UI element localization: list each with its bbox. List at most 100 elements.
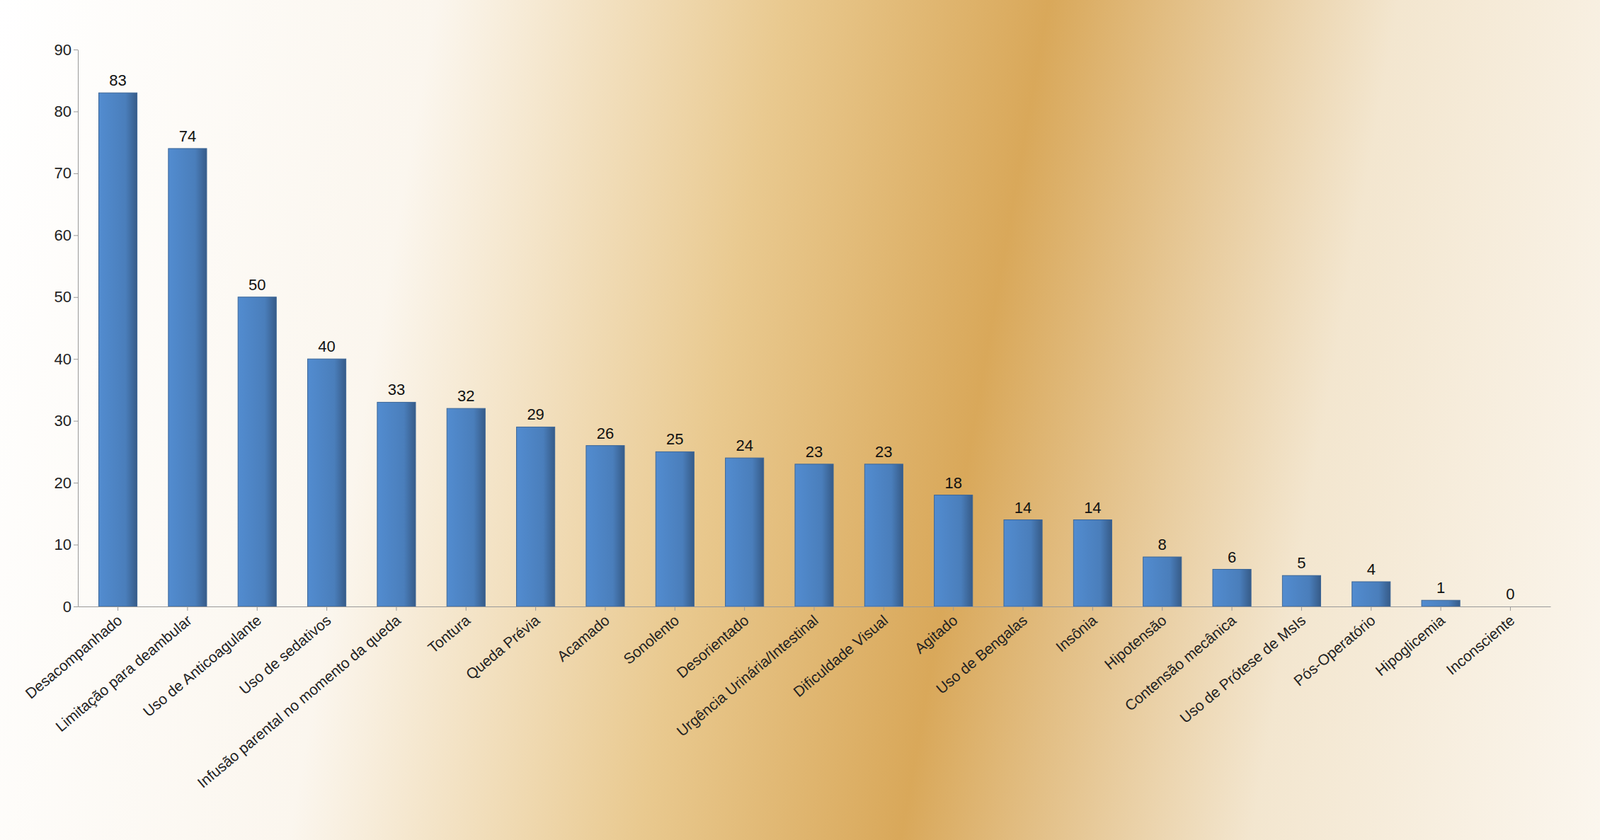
bar (99, 92, 138, 607)
x-tick-mark (256, 606, 258, 611)
x-tick: Uso de Bengalas (933, 606, 1031, 698)
bar (725, 458, 764, 607)
x-tick: Queda Prévia (462, 606, 543, 684)
data-label: 5 (1296, 554, 1306, 573)
y-tick: 60 (54, 226, 78, 245)
bar (864, 464, 903, 607)
y-axis: 0 10 20 30 40 50 60 70 80 90 (54, 41, 79, 616)
x-tick-label: Uso de Prótese de MsIs (1176, 611, 1309, 727)
y-tick-label: 10 (54, 535, 72, 554)
y-tick: 90 (54, 41, 78, 59)
x-tick: Tontura (424, 606, 474, 657)
bar (1073, 520, 1112, 607)
x-tick-label: Sonolento (620, 611, 682, 667)
x-tick-mark (1023, 606, 1024, 611)
y-tick-mark (73, 297, 78, 299)
x-tick-label: Insônia (1052, 611, 1101, 655)
data-label: 4 (1367, 560, 1376, 579)
x-tick-mark (1231, 606, 1233, 611)
y-tick-label: 20 (54, 474, 72, 493)
x-tick-mark (117, 606, 119, 611)
data-label: 1 (1436, 579, 1445, 597)
bar (377, 402, 416, 607)
x-tick-label: Uso de Bengalas (933, 611, 1031, 697)
x-tick: Hipotensão (1101, 606, 1170, 673)
x-tick-mark (1301, 606, 1302, 611)
y-tick: 10 (54, 535, 78, 554)
y-tick-mark (73, 49, 78, 51)
x-tick-label: Acamado (553, 611, 613, 665)
bar (1212, 569, 1251, 607)
bar (586, 446, 625, 607)
y-tick-label: 80 (54, 102, 72, 121)
y-tick-mark (73, 482, 78, 484)
x-tick: Uso de Prótese de MsIs (1176, 606, 1309, 727)
y-tick-label: 90 (54, 41, 72, 59)
data-label: 6 (1227, 548, 1237, 567)
x-tick-mark (1161, 606, 1163, 611)
x-tick-mark (952, 606, 954, 611)
data-label: 32 (457, 387, 475, 405)
bar (1490, 606, 1530, 608)
y-tick-label: 30 (54, 412, 72, 430)
bars (99, 92, 1461, 607)
x-tick-mark (535, 606, 536, 611)
x-tick-mark (744, 606, 745, 611)
y-tick-label: 60 (54, 226, 72, 245)
bar (934, 495, 973, 607)
x-tick-label: Contensão mecânica (1121, 611, 1239, 715)
y-tick-mark (73, 358, 78, 360)
x-tick: Infusão parental no momento da queda (193, 606, 404, 792)
data-label: 14 (1014, 499, 1032, 517)
x-tick: Sonolento (620, 606, 682, 668)
x-tick: Limitação para deambular (52, 606, 195, 735)
x-tick: Pós-Operatório (1290, 606, 1379, 690)
x-tick: Urgência Urinária/Intestinal (673, 606, 822, 740)
data-label: 0 (1505, 585, 1515, 604)
data-label: 50 (248, 276, 266, 294)
data-label: 24 (735, 436, 753, 455)
bar (1143, 557, 1182, 607)
bar (1282, 575, 1321, 607)
x-tick: Inconsciente (1442, 606, 1518, 679)
y-tick-mark (73, 111, 78, 112)
data-label: 83 (109, 71, 127, 90)
x-tick-label: Urgência Urinária/Intestinal (673, 611, 822, 740)
data-label: 26 (596, 424, 614, 443)
y-tick-mark (73, 606, 78, 608)
y-tick-label: 40 (54, 350, 72, 369)
bar (446, 408, 485, 607)
y-tick-mark (73, 421, 78, 422)
x-tick: Hipoglicemia (1372, 606, 1448, 679)
y-tick: 50 (54, 288, 78, 306)
bar (168, 148, 207, 607)
x-axis: DesacompanhadoLimitação para deambularUs… (21, 606, 1551, 792)
x-tick-mark (883, 606, 885, 611)
y-tick-mark (73, 235, 78, 236)
x-tick-mark (814, 606, 815, 611)
y-tick: 80 (54, 102, 78, 121)
x-tick-label: Hipoglicemia (1372, 611, 1448, 679)
x-tick: Agitado (911, 606, 960, 657)
y-tick: 0 (63, 598, 78, 616)
x-tick: Acamado (553, 606, 613, 665)
x-tick-mark (1092, 606, 1094, 611)
x-tick-mark (186, 606, 188, 611)
x-tick-mark (674, 606, 676, 611)
x-tick-mark (1370, 606, 1372, 611)
y-tick: 70 (54, 164, 78, 182)
y-tick-label: 50 (54, 288, 72, 306)
x-tick-label: Tontura (424, 611, 474, 657)
x-tick-mark (395, 606, 397, 611)
x-tick: Dificuldade Visual (790, 606, 891, 701)
x-tick: Insônia (1052, 606, 1101, 656)
x-tick-label: Pós-Operatório (1290, 611, 1379, 689)
y-axis-line (77, 50, 79, 608)
data-label: 40 (317, 337, 335, 356)
plot: 0102030405060708090DesacompanhadoLimitaç… (21, 41, 1551, 792)
bar (516, 426, 556, 607)
chart: 0102030405060708090DesacompanhadoLimitaç… (0, 0, 1600, 840)
x-tick-label: Agitado (911, 611, 960, 657)
x-tick: Uso de Anticoagulante (139, 606, 265, 720)
y-tick: 40 (54, 350, 78, 369)
